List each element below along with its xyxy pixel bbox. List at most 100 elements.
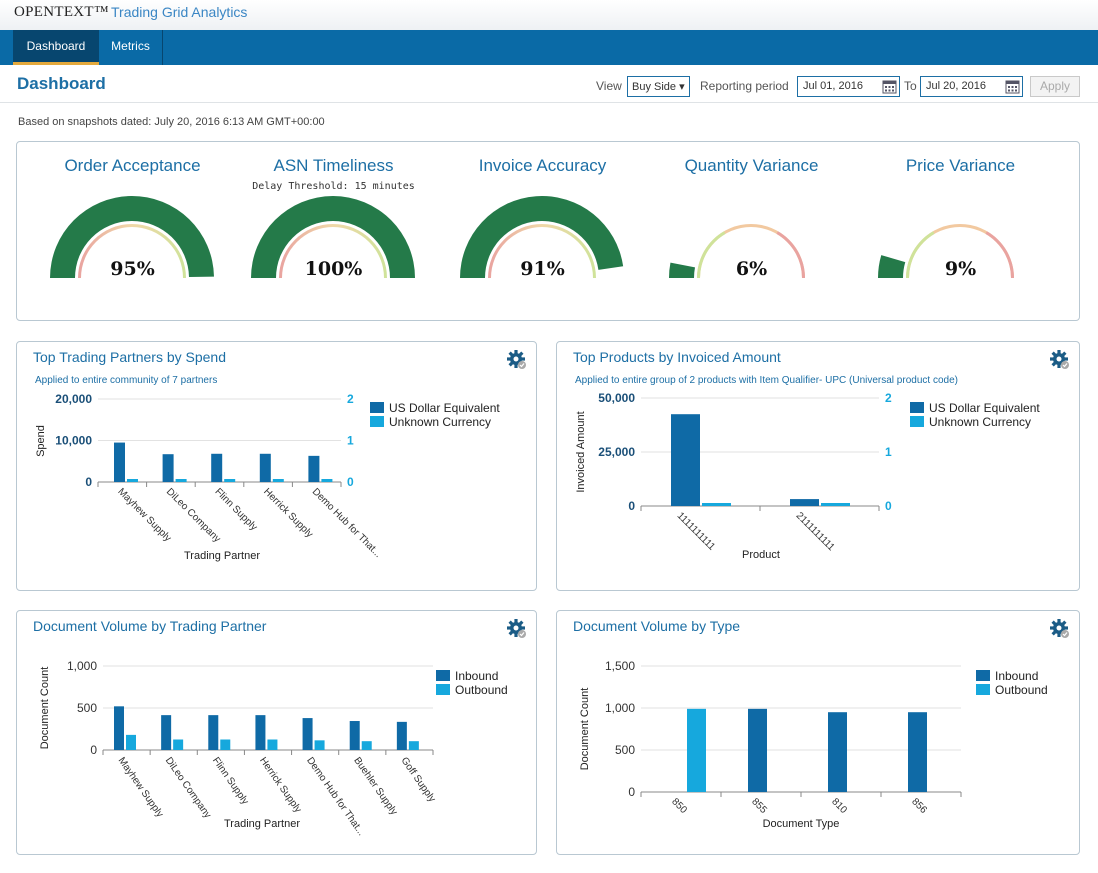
gauge-value-arc (878, 255, 906, 278)
apply-button[interactable]: Apply (1030, 76, 1080, 97)
x-tick-label: 856 (909, 796, 929, 816)
panel-top-trading-partners: Top Trading Partners by Spend Applied to… (16, 341, 537, 591)
bar (408, 741, 419, 750)
kpi-value: 95% (110, 258, 155, 280)
panel-title: Document Volume by Type (573, 618, 741, 634)
kpi-value: 100% (304, 258, 363, 280)
legend-item[interactable]: Inbound (976, 669, 1048, 683)
legend-item[interactable]: US Dollar Equivalent (370, 401, 500, 415)
start-date-input[interactable]: Jul 01, 2016 (797, 76, 900, 97)
page-title: Dashboard (17, 74, 106, 93)
gauge-value-arc (460, 196, 624, 278)
tab-metrics[interactable]: Metrics (99, 30, 163, 65)
legend-item[interactable]: Unknown Currency (910, 415, 1040, 429)
y-axis-title: Spend (35, 425, 47, 457)
x-axis-title: Document Type (763, 818, 840, 830)
settings-gear-icon[interactable] (1050, 350, 1070, 370)
x-tick-label: Flinn Supply (210, 755, 251, 806)
x-tick-label: Buehler Supply (351, 755, 399, 817)
y2-tick-label: 0 (347, 475, 354, 489)
tab-dashboard[interactable]: Dashboard (13, 30, 99, 65)
kpi-title: Price Variance (905, 156, 1016, 175)
end-date-input[interactable]: Jul 20, 2016 (920, 76, 1023, 97)
bar (908, 712, 927, 792)
legend-swatch (436, 670, 450, 681)
bar (302, 718, 313, 750)
legend-item[interactable]: Outbound (436, 683, 508, 697)
main-nav: Dashboard Metrics (0, 30, 1098, 65)
legend-label: Unknown Currency (389, 415, 492, 429)
bar (126, 734, 136, 750)
settings-gear-icon[interactable] (507, 350, 527, 370)
kpi-order-acceptance[interactable]: Order Acceptance 95% (28, 142, 237, 322)
gauge-scale-good (697, 231, 726, 278)
calendar-icon[interactable] (882, 79, 897, 94)
x-tick-label: Mayhew Supply (116, 755, 166, 819)
y-axis-title: Invoiced Amount (575, 411, 587, 492)
gauge-chart (460, 196, 624, 278)
bar (114, 442, 125, 482)
calendar-icon[interactable] (1005, 79, 1020, 94)
bar (314, 740, 325, 750)
bar (161, 715, 172, 750)
chart-legend: US Dollar Equivalent Unknown Currency (910, 401, 1040, 429)
y-tick-label: 1,000 (67, 659, 97, 673)
kpi-value: 6% (735, 258, 768, 280)
settings-gear-icon[interactable] (1050, 619, 1070, 639)
top-brand-bar: OPENTEXT™ Trading Grid Analytics (0, 0, 1098, 30)
x-axis-title: Trading Partner (184, 550, 260, 562)
bar (259, 453, 271, 482)
x-tick-label: DiLeo Company (163, 755, 213, 820)
document-volume-type-chart: 0 500 1,000 1,500 850 855 810 856 Document Type D… (579, 659, 962, 830)
bar (748, 708, 767, 792)
settings-gear-icon[interactable] (507, 619, 527, 639)
panel-subtitle: Applied to entire community of 7 partner… (35, 375, 218, 386)
y-tick-label: 20,000 (55, 392, 92, 406)
legend-item[interactable]: US Dollar Equivalent (910, 401, 1040, 415)
bar (308, 455, 320, 482)
panel-document-volume-type: Document Volume by Type Inbound Outbound… (556, 610, 1080, 855)
gauge-scale-bad (776, 231, 805, 278)
gauge-chart (669, 224, 805, 278)
legend-swatch (370, 416, 384, 427)
y-tick-label: 500 (77, 701, 97, 715)
product-name: Trading Grid Analytics (111, 4, 248, 20)
bar (211, 453, 223, 482)
bar (114, 706, 124, 750)
x-tick-label: Flinn Supply (213, 486, 260, 533)
bar (162, 454, 174, 482)
kpi-title: Invoice Accuracy (478, 156, 607, 175)
x-tick-label: Goff Supply (398, 755, 437, 804)
bar (671, 414, 700, 506)
snapshot-info: Based on snapshots dated: July 20, 2016 … (18, 116, 325, 128)
y-axis-title: Document Count (579, 688, 591, 771)
kpi-quantity-variance[interactable]: Quantity Variance 6% (647, 142, 856, 322)
chart-legend: US Dollar Equivalent Unknown Currency (370, 401, 500, 429)
legend-label: US Dollar Equivalent (389, 401, 500, 415)
reporting-period-label: Reporting period (700, 79, 789, 93)
kpi-asn-timeliness[interactable]: ASN Timeliness Delay Threshold: 15 minut… (229, 142, 438, 322)
legend-item[interactable]: Unknown Currency (370, 415, 500, 429)
y2-tick-label: 1 (347, 434, 354, 448)
view-select[interactable]: Buy Side ▾ (627, 76, 690, 97)
x-tick-label: Mayhew Supply (115, 486, 173, 544)
bar (220, 739, 231, 750)
panel-title: Top Products by Invoiced Amount (573, 349, 781, 365)
bar (175, 479, 187, 482)
legend-item[interactable]: Inbound (436, 669, 508, 683)
y-axis-title: Document Count (39, 667, 51, 750)
legend-label: Inbound (455, 669, 499, 683)
legend-swatch (436, 684, 450, 695)
gauge-value-arc (251, 196, 415, 278)
legend-item[interactable]: Outbound (976, 683, 1048, 697)
kpi-panel: Order Acceptance 95% ASN Timeliness Dela… (16, 141, 1080, 321)
legend-label: Inbound (995, 669, 1039, 683)
bar (702, 503, 731, 506)
x-tick-label: Herrick Supply (261, 486, 315, 540)
bar (821, 503, 850, 506)
kpi-invoice-accuracy[interactable]: Invoice Accuracy 91% (438, 142, 647, 322)
end-date-value: Jul 20, 2016 (926, 80, 986, 92)
bar (173, 739, 184, 750)
kpi-price-variance[interactable]: Price Variance 9% (856, 142, 1065, 322)
view-label: View (596, 79, 622, 93)
